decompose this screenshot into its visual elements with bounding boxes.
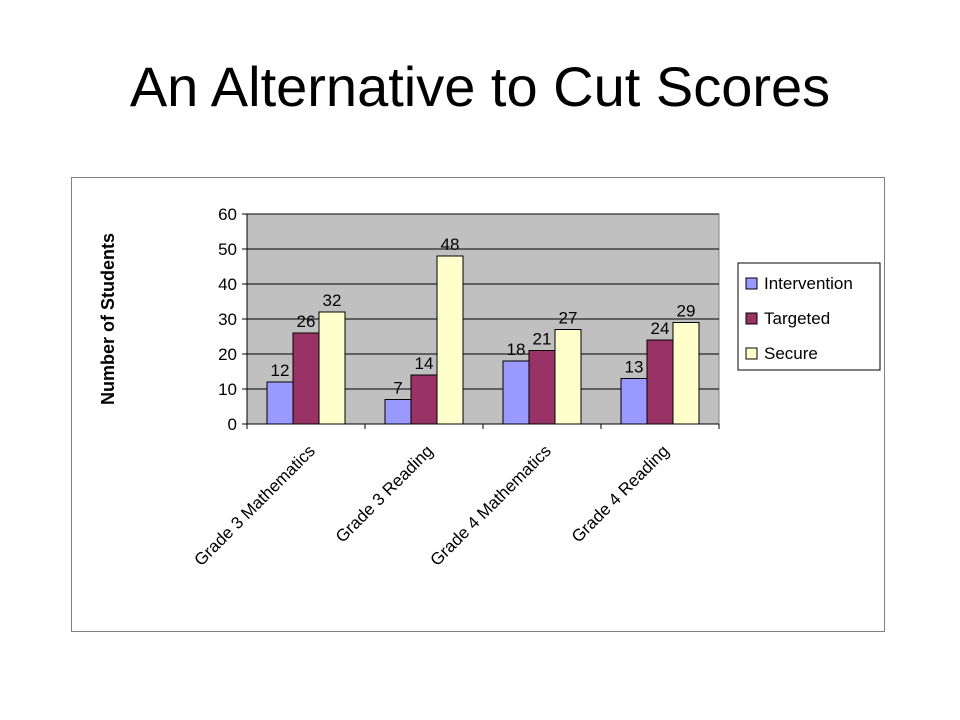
bar [384,399,412,425]
bar [620,378,648,425]
bar [436,255,464,425]
bar-chart: 12 26 32 7 14 48 18 21 27 13 24 29 0 10 20 30 40 50 60 Gra… [98,205,881,570]
y-tick-label: 20 [218,345,237,364]
data-label: 7 [393,379,402,398]
data-label: 48 [441,235,460,254]
y-tick-label: 30 [218,310,237,329]
data-label: 24 [651,319,670,338]
bar [502,360,530,425]
data-label: 29 [677,302,696,321]
data-label: 21 [533,330,552,349]
data-label: 26 [297,312,316,331]
y-tick-label: 50 [218,240,237,259]
data-label: 14 [415,354,434,373]
legend-box [737,262,881,371]
bar [672,322,700,425]
x-tick-label: Grade 3 Mathematics [190,441,318,569]
data-label: 32 [323,291,342,310]
data-label: 18 [507,340,526,359]
x-tick-label: Grade 3 Reading [332,441,437,546]
x-tick-label: Grade 4 Reading [568,441,673,546]
x-tick-label: Grade 4 Mathematics [426,441,554,569]
bar [292,332,320,425]
legend-label: Targeted [764,309,830,328]
bar [646,339,674,425]
data-label: 12 [271,361,290,380]
legend: Intervention Targeted Secure [737,262,881,371]
y-tick-label: 40 [218,275,237,294]
slide-title: An Alternative to Cut Scores [129,55,831,118]
data-label: 13 [625,358,644,377]
data-label: 27 [559,309,578,328]
legend-swatch [745,277,758,290]
y-tick-label: 60 [218,205,237,224]
bars: 12 26 32 7 14 48 18 21 27 13 24 29 [266,235,700,425]
y-tick-label: 10 [218,380,237,399]
bar [266,381,294,425]
bar [554,329,582,425]
legend-label: Intervention [764,274,853,293]
legend-swatch [745,312,758,325]
legend-label: Secure [764,344,818,363]
bar [528,350,556,425]
chart-area: 12 26 32 7 14 48 18 21 27 13 24 29 0 10 20 30 40 50 60 Gra… [71,177,885,632]
legend-swatch [745,347,758,360]
y-axis-title: Number of Students [98,233,118,405]
bar [410,374,438,425]
y-tick-label: 0 [228,415,237,434]
bar [318,311,346,425]
